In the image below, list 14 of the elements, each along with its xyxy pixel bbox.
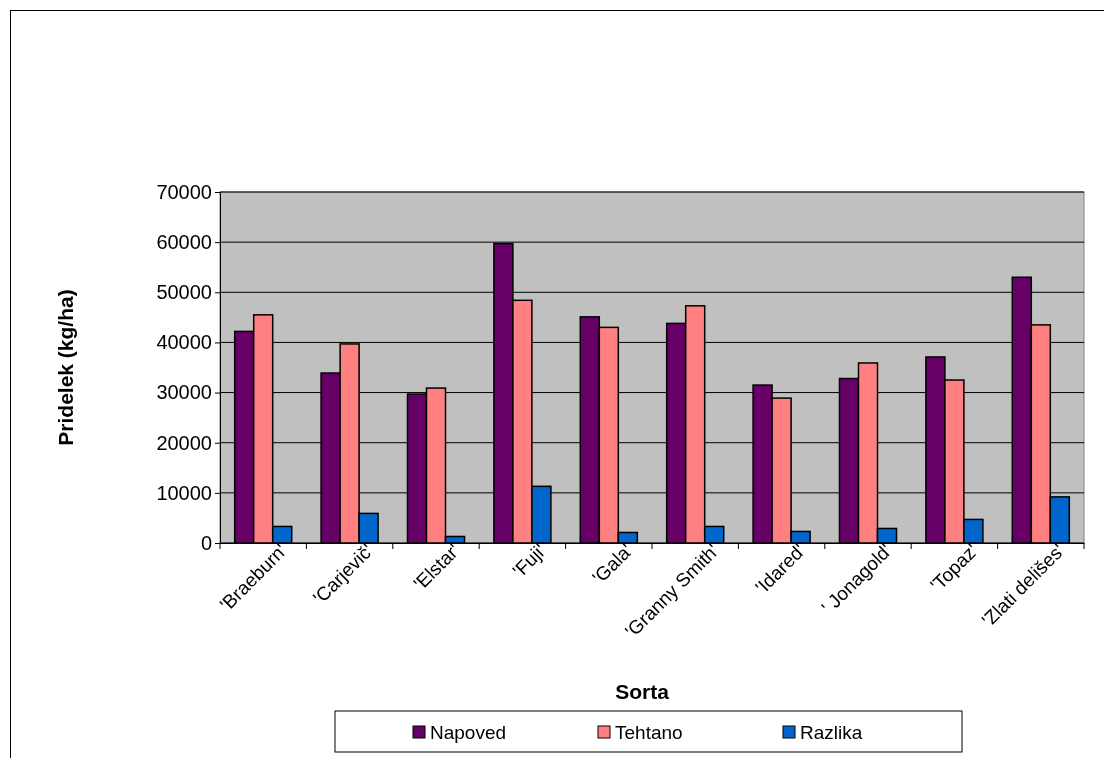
y-tick-label: 20000 bbox=[156, 431, 212, 454]
y-tick-label: 70000 bbox=[156, 180, 212, 203]
y-tick-label: 30000 bbox=[156, 381, 212, 404]
y-tick-label: 40000 bbox=[156, 331, 212, 354]
legend-label: Tehtano bbox=[615, 722, 683, 743]
legend-label: Razlika bbox=[800, 722, 863, 743]
y-tick-label: 0 bbox=[200, 531, 212, 554]
y-tick-label: 50000 bbox=[156, 281, 212, 304]
y-tick-label: 60000 bbox=[156, 231, 212, 254]
y-axis-title: Pridelek (kg/ha) bbox=[54, 289, 77, 446]
y-tick-label: 10000 bbox=[156, 481, 212, 504]
x-tick-label: 'Fuji' bbox=[508, 539, 551, 582]
x-axis-title: Sorta bbox=[615, 680, 670, 703]
legend-label: Napoved bbox=[430, 722, 507, 743]
